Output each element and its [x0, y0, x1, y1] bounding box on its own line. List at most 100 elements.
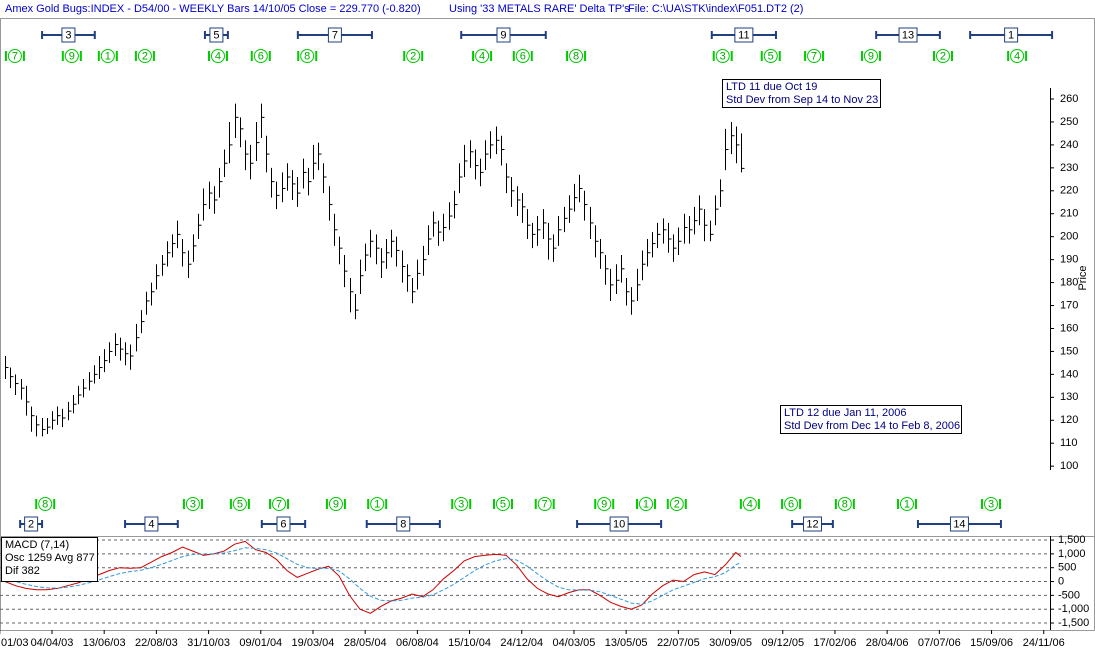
x-tick-label: 13/06/03 — [83, 637, 126, 649]
turn-marker — [185, 497, 200, 511]
turn-label: 7 — [276, 498, 282, 510]
turn-label: 2 — [142, 50, 148, 62]
legend-text: MACD (7,14) — [5, 539, 69, 551]
turn-marker — [763, 49, 778, 63]
cycle-label: 10 — [613, 518, 625, 530]
turn-marker — [784, 497, 799, 511]
cycle-label: 11 — [738, 29, 749, 41]
turn-label: 8 — [573, 50, 579, 62]
y-tick-label: 190 — [1060, 254, 1078, 266]
cycle-label: 7 — [332, 29, 338, 41]
y-tick-label: 170 — [1060, 299, 1078, 311]
turn-label: 4 — [215, 50, 221, 62]
cycle-box — [209, 27, 224, 43]
turn-marker — [935, 49, 950, 63]
x-tick-label: 09/01/04 — [239, 637, 282, 649]
cycle-box — [496, 27, 511, 43]
turn-marker — [64, 49, 79, 63]
cycle-box — [803, 516, 823, 532]
turn-marker — [253, 49, 268, 63]
legend-text: Dif 382 — [5, 565, 40, 577]
x-tick-label: 06/08/04 — [396, 637, 439, 649]
turn-marker — [454, 497, 469, 511]
x-tick-label: 15/09/06 — [970, 637, 1013, 649]
y-tick-label: 110 — [1060, 437, 1078, 449]
y-tick-label: 230 — [1060, 162, 1078, 174]
turn-label: 2 — [410, 50, 416, 62]
cycle-label: 6 — [280, 518, 286, 530]
annotation-text: Std Dev from Dec 14 to Feb 8, 2006 — [784, 420, 960, 432]
x-tick-label: 17/02/06 — [814, 637, 857, 649]
cycle-label: 1 — [1008, 29, 1014, 41]
turn-label: 3 — [190, 498, 196, 510]
x-tick-label: 01/03 — [1, 637, 29, 649]
turn-label: 2 — [940, 50, 946, 62]
y-tick-label: -500 — [1058, 589, 1080, 601]
turn-label: 1 — [904, 498, 910, 510]
y-tick-label: 240 — [1060, 139, 1078, 151]
turn-marker — [837, 497, 852, 511]
turn-label: 9 — [868, 50, 874, 62]
x-tick-label: 13/05/05 — [605, 637, 648, 649]
cycle-label: 9 — [500, 29, 506, 41]
cycle-label: 8 — [400, 518, 406, 530]
x-tick-label: 04/04/03 — [31, 637, 74, 649]
turn-label: 9 — [601, 498, 607, 510]
legend-box — [1, 537, 98, 582]
cycle-box — [898, 27, 918, 43]
turn-label: 8 — [304, 50, 310, 62]
y-tick-label: 1,500 — [1058, 534, 1086, 546]
cycle-box — [24, 516, 39, 532]
turn-marker — [7, 49, 22, 63]
x-tick-label: 07/07/06 — [918, 637, 961, 649]
turn-marker — [863, 49, 878, 63]
chart-subtitle: Using '33 METALS RARE' Delta TP's — [449, 3, 630, 15]
turn-marker — [300, 49, 315, 63]
cycle-label: 13 — [902, 29, 914, 41]
turn-marker — [669, 497, 684, 511]
turn-marker — [495, 497, 510, 511]
chart-title: Amex Gold Bugs:INDEX - D54/00 - WEEKLY B… — [5, 3, 421, 15]
y-tick-label: 140 — [1060, 368, 1078, 380]
turn-label: 9 — [69, 50, 75, 62]
y-tick-label: 120 — [1060, 414, 1078, 426]
turn-label: 2 — [674, 498, 680, 510]
x-tick-label: 28/04/06 — [866, 637, 909, 649]
x-tick-label: 31/10/03 — [187, 637, 230, 649]
turn-label: 8 — [842, 498, 848, 510]
turn-marker — [38, 497, 53, 511]
x-tick-label: 22/07/05 — [657, 637, 700, 649]
turn-label: 3 — [720, 50, 726, 62]
cycle-box — [276, 516, 291, 532]
cycle-label: 14 — [953, 518, 965, 530]
x-tick-label: 09/12/05 — [761, 637, 804, 649]
cycle-label: 5 — [213, 29, 219, 41]
turn-marker — [515, 49, 530, 63]
file-label: File: C:\UA\STK\index\F051.DT2 (2) — [628, 3, 803, 15]
cycle-box — [609, 516, 629, 532]
turn-label: 6 — [520, 50, 526, 62]
x-tick-label: 15/10/04 — [448, 637, 491, 649]
turn-marker — [406, 49, 421, 63]
turn-marker — [597, 497, 612, 511]
turn-label: 4 — [747, 498, 753, 510]
turn-marker — [742, 497, 757, 511]
cycle-box — [61, 27, 76, 43]
y-tick-label: 260 — [1060, 93, 1078, 105]
turn-label: 7 — [811, 50, 817, 62]
annotation-box — [722, 79, 881, 108]
turn-label: 4 — [1014, 50, 1020, 62]
x-tick-label: 24/11/06 — [1023, 637, 1065, 649]
turn-label: 5 — [237, 498, 243, 510]
turn-label: 1 — [374, 498, 380, 510]
cycle-box — [396, 516, 411, 532]
x-tick-label: 24/12/04 — [500, 637, 543, 649]
cycle-box — [144, 516, 159, 532]
turn-label: 4 — [479, 50, 485, 62]
turn-marker — [475, 49, 490, 63]
cycle-box — [734, 27, 754, 43]
turn-marker — [984, 497, 999, 511]
turn-label: 3 — [988, 498, 994, 510]
